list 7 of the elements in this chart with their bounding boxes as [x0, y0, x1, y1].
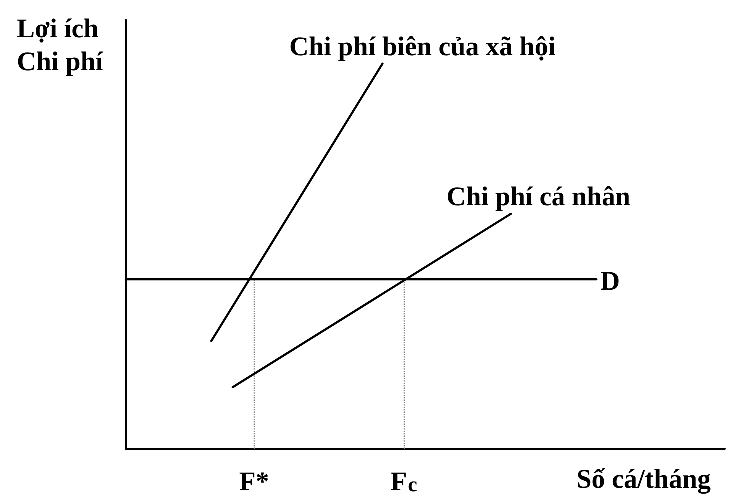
x-tick-label: F* — [239, 466, 270, 496]
series-label: D — [600, 266, 620, 296]
x-tick-label: Fc — [390, 466, 418, 496]
series-label: Chi phí biên của xã hội — [289, 31, 556, 62]
series-label: Chi phí cá nhân — [446, 182, 631, 212]
x-axis-title: Số cá/tháng — [576, 464, 712, 494]
y-axis-title: Lợi ích Chi phí — [17, 14, 104, 76]
